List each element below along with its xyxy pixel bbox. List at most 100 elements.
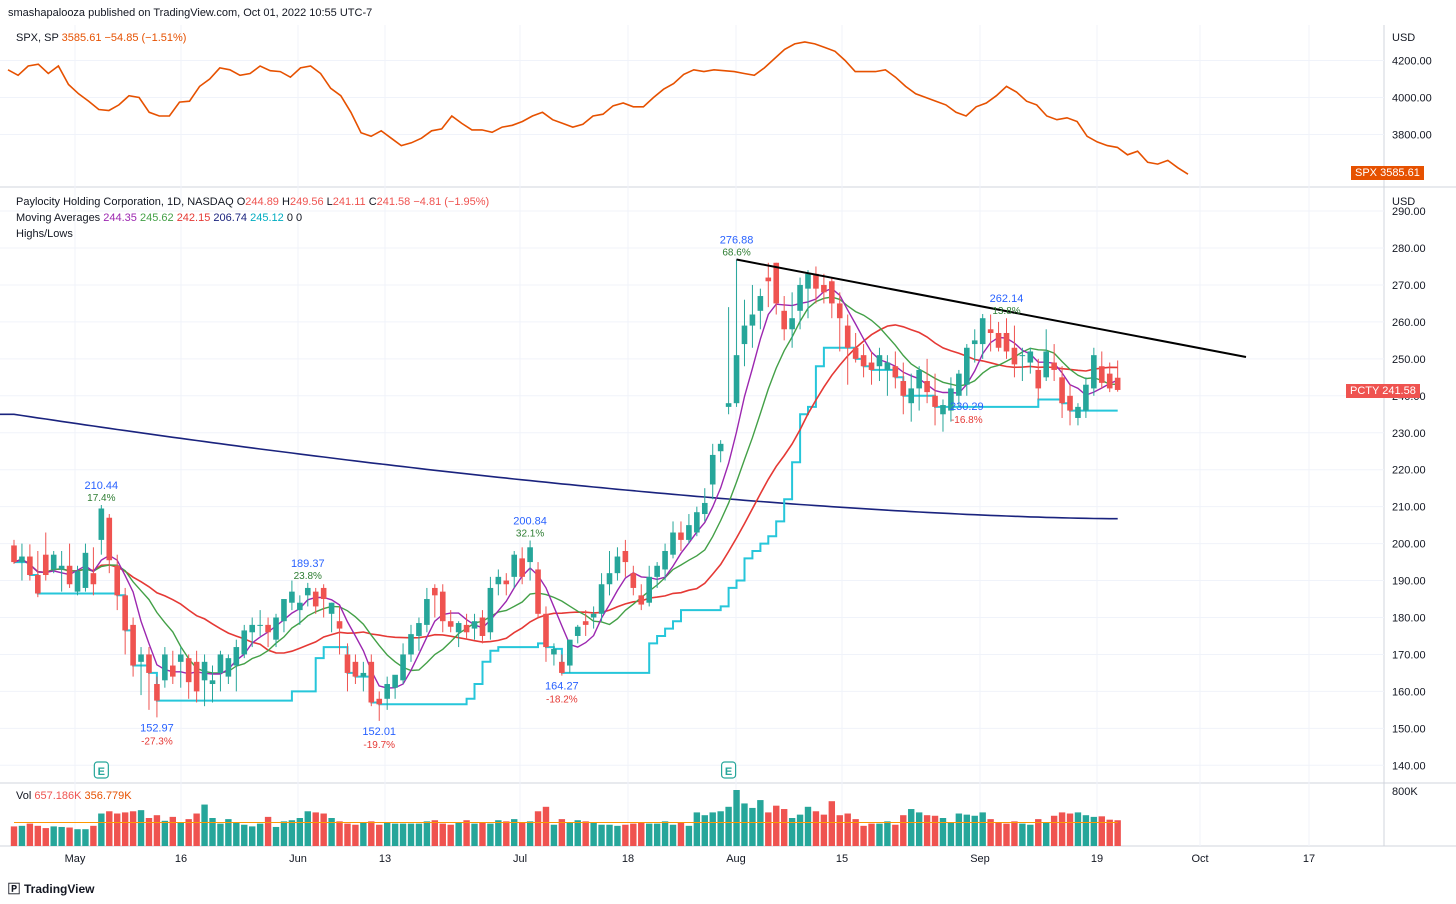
volume-bar xyxy=(788,818,796,846)
candle-body xyxy=(439,591,446,622)
volume-bar xyxy=(50,826,57,846)
candle-body xyxy=(344,654,351,673)
candle-body xyxy=(185,658,192,683)
spx-price: 3585.61 xyxy=(61,32,102,44)
candle-body xyxy=(265,624,271,633)
high-price-label: 210.44 xyxy=(85,480,119,492)
volume-bar xyxy=(383,822,391,846)
pcty-price-tag: PCTY 241.58 xyxy=(1346,384,1420,398)
volume-bar xyxy=(749,807,756,846)
volume-bar xyxy=(431,820,439,846)
volume-bar xyxy=(820,814,828,846)
moving-averages-legend: Moving Averages 244.35 245.62 242.15 206… xyxy=(16,212,302,224)
candle-body xyxy=(606,573,613,585)
volume-bar xyxy=(1058,812,1066,846)
candle-body xyxy=(622,550,629,563)
candle-body xyxy=(27,556,33,576)
candle-body xyxy=(384,684,390,699)
price-axis-unit: USD xyxy=(1392,196,1415,208)
low-pct-label: -19.7% xyxy=(363,740,395,751)
volume-bar xyxy=(368,821,375,846)
candle-body xyxy=(209,680,216,685)
volume-bar xyxy=(995,822,1002,846)
volume-bar xyxy=(741,803,748,846)
volume-bar xyxy=(153,815,161,846)
candle-body xyxy=(543,613,549,648)
candle-body xyxy=(257,624,263,626)
candle-body xyxy=(273,617,279,640)
candle-body xyxy=(574,626,581,636)
volume-bar xyxy=(804,806,812,846)
low-pct-label: -16.8% xyxy=(951,415,983,426)
ma-value-2: 245.62 xyxy=(139,212,174,224)
volume-bar xyxy=(455,822,462,846)
ma-value-1: 244.35 xyxy=(103,212,137,224)
volume-bar xyxy=(923,815,931,846)
candle-body xyxy=(654,565,660,577)
candle-body xyxy=(725,403,732,407)
volume-bar xyxy=(193,813,200,846)
candle-body xyxy=(1003,332,1010,352)
volume-bar xyxy=(137,810,145,846)
candle-body xyxy=(971,340,978,345)
spx-tag-price: 3585.61 xyxy=(1380,167,1420,179)
candle-body xyxy=(757,296,764,311)
volume-bar xyxy=(185,819,192,846)
volume-bar xyxy=(884,821,891,846)
volume-bar xyxy=(161,820,169,846)
spx-legend: SPX, SP 3585.61 −54.85 (−1.51%) xyxy=(16,32,186,44)
candle-body xyxy=(360,672,367,677)
volume-bar xyxy=(653,823,661,846)
volume-bar xyxy=(10,826,18,846)
ma-21-line xyxy=(13,324,1118,654)
volume-bar xyxy=(582,821,589,846)
low-price-label: 152.01 xyxy=(362,726,396,738)
candle-body xyxy=(630,573,637,588)
ma-value-4: 206.74 xyxy=(213,212,248,224)
volume-bar xyxy=(272,826,280,846)
volume-bar xyxy=(550,824,558,846)
price-tick-label: 270.00 xyxy=(1392,280,1426,292)
volume-bar xyxy=(606,824,613,846)
volume-bar xyxy=(773,805,780,846)
volume-bar xyxy=(58,826,65,846)
candle-body xyxy=(320,587,327,600)
volume-bar xyxy=(765,812,772,846)
tradingview-brand[interactable]: 🄿 TradingView xyxy=(8,880,94,897)
volume-bar xyxy=(955,813,963,846)
ma-value-7: 0 xyxy=(296,212,303,224)
volume-bar xyxy=(900,815,907,846)
volume-bar xyxy=(709,812,716,846)
candle-body xyxy=(376,698,383,705)
candle-body xyxy=(130,624,136,666)
candle-body xyxy=(328,602,335,614)
volume-bar xyxy=(471,823,478,846)
x-tick-label: 17 xyxy=(1303,853,1315,865)
candle-body xyxy=(1075,406,1081,418)
candle-body xyxy=(392,674,398,688)
candle-body xyxy=(170,665,176,677)
candle-body xyxy=(1011,347,1018,365)
candle-body xyxy=(701,502,708,515)
volume-bar xyxy=(725,806,732,846)
volume-bar xyxy=(249,826,256,846)
candle-body xyxy=(1043,351,1049,378)
volume-bar xyxy=(979,812,986,846)
volume-bar xyxy=(717,811,724,846)
volume-bar xyxy=(931,815,939,846)
volume-bar xyxy=(638,822,645,846)
volume-bar xyxy=(463,820,470,846)
low-price-label: 230.29 xyxy=(950,401,984,413)
candle-body xyxy=(813,273,819,289)
symbol-change: −4.81 (−1.95%) xyxy=(413,196,490,208)
ma-value-5: 245.12 xyxy=(250,212,284,224)
candle-body xyxy=(424,599,430,625)
volume-bar xyxy=(177,822,184,846)
spx-tick-label: 4000.00 xyxy=(1392,93,1432,105)
volume-bar xyxy=(598,824,605,846)
candle-body xyxy=(1083,384,1089,411)
candle-body xyxy=(82,552,89,588)
volume-bar xyxy=(129,811,137,846)
volume-bar xyxy=(399,823,407,846)
